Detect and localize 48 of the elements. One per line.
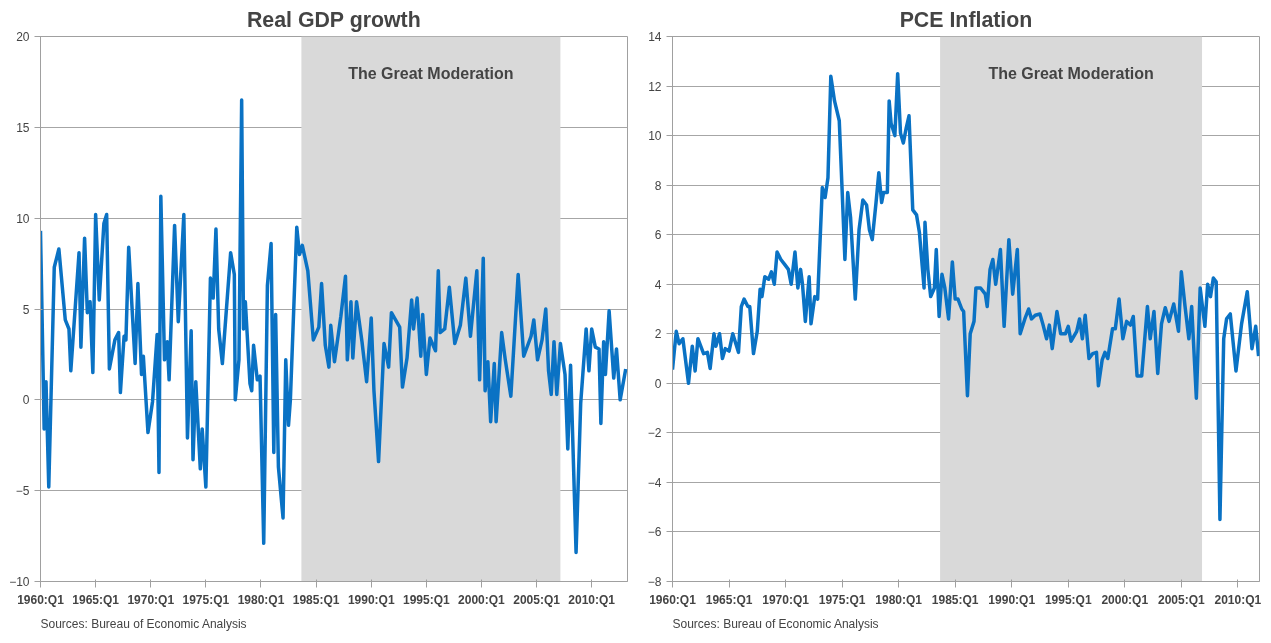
x-tick-label: 1995:Q1 [1044,592,1092,607]
y-tick-label: −4 [647,475,662,490]
y-tick-label: −2 [647,426,662,441]
x-tick-label: 1970:Q1 [127,592,175,607]
chart-title: PCE Inflation [899,7,1033,32]
y-tick-label: 2 [654,327,662,342]
x-tick-label: 1995:Q1 [402,592,451,607]
x-tick-label: 1985:Q1 [931,592,979,607]
x-tick-label: 1990:Q1 [347,592,395,607]
y-tick-label: 0 [654,376,662,391]
source-note: Sources: Bureau of Economic Analysis [672,616,879,631]
x-tick-label: 2000:Q1 [458,592,506,607]
y-tick-label: 12 [648,79,662,94]
x-tick-label: 1975:Q1 [182,592,230,607]
x-tick-label: 1965:Q1 [72,592,120,607]
y-tick-label: −6 [647,525,662,540]
x-tick-label: 1985:Q1 [292,592,340,607]
y-tick-label: 15 [16,120,30,135]
x-tick-label: 2005:Q1 [513,592,561,607]
x-tick-label: 2000:Q1 [1101,592,1149,607]
x-tick-label: 1980:Q1 [875,592,923,607]
x-tick-label: 1975:Q1 [818,592,866,607]
x-tick-label: 1990:Q1 [988,592,1036,607]
x-tick-label: 1965:Q1 [705,592,753,607]
x-tick-label: 1980:Q1 [237,592,285,607]
y-tick-label: 20 [16,30,30,44]
x-tick-label: 1960:Q1 [17,592,65,607]
band-label: The Great Moderation [348,64,514,82]
source-note: Sources: Bureau of Economic Analysis [40,616,247,631]
y-tick-label: 8 [654,178,662,193]
y-tick-label: 6 [654,228,662,243]
y-tick-label: 4 [654,277,662,292]
x-tick-label: 2010:Q1 [1214,592,1262,607]
x-tick-label: 2005:Q1 [1157,592,1206,607]
y-tick-label: −10 [9,575,30,589]
band-label: The Great Moderation [988,64,1154,82]
y-tick-label: 10 [648,129,662,144]
x-tick-label: 2010:Q1 [568,592,616,607]
y-tick-label: 0 [22,393,30,408]
x-tick-label: 1960:Q1 [649,592,697,607]
y-tick-label: −5 [15,484,30,499]
line-series [40,98,628,555]
y-tick-label: 14 [648,30,662,44]
x-tick-label: 1970:Q1 [762,592,810,607]
y-tick-label: −8 [647,575,662,589]
y-tick-label: 10 [16,211,30,226]
y-tick-label: 5 [22,302,30,317]
chart-title: Real GDP growth [246,7,421,32]
